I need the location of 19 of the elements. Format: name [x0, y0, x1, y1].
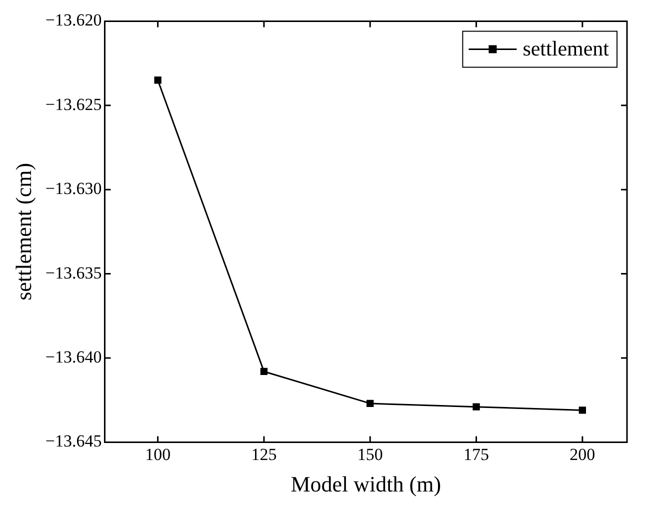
y-tick-label: −13.625 [45, 94, 102, 114]
y-tick-label: −13.630 [45, 179, 102, 198]
point [260, 368, 268, 376]
point [472, 403, 480, 410]
x-axis-title: Model width (m) [290, 472, 442, 497]
y-tick-label: −13.645 [45, 432, 102, 451]
x-tick-label: 100 [145, 444, 171, 464]
y-tick-label: −13.640 [45, 347, 102, 366]
y-tick-label: −13.635 [45, 263, 102, 282]
point [578, 406, 586, 414]
y-tick-label: −13.620 [45, 10, 102, 30]
point [366, 400, 374, 408]
x-tick-label: 200 [570, 444, 596, 464]
y-axis-title: settlement (cm) [10, 162, 36, 300]
legend-label: settlement [522, 36, 610, 61]
x-tick-label: 175 [464, 444, 490, 464]
x-tick-label: 125 [251, 444, 277, 464]
x-tick-label: 150 [357, 444, 383, 464]
point [154, 76, 162, 84]
